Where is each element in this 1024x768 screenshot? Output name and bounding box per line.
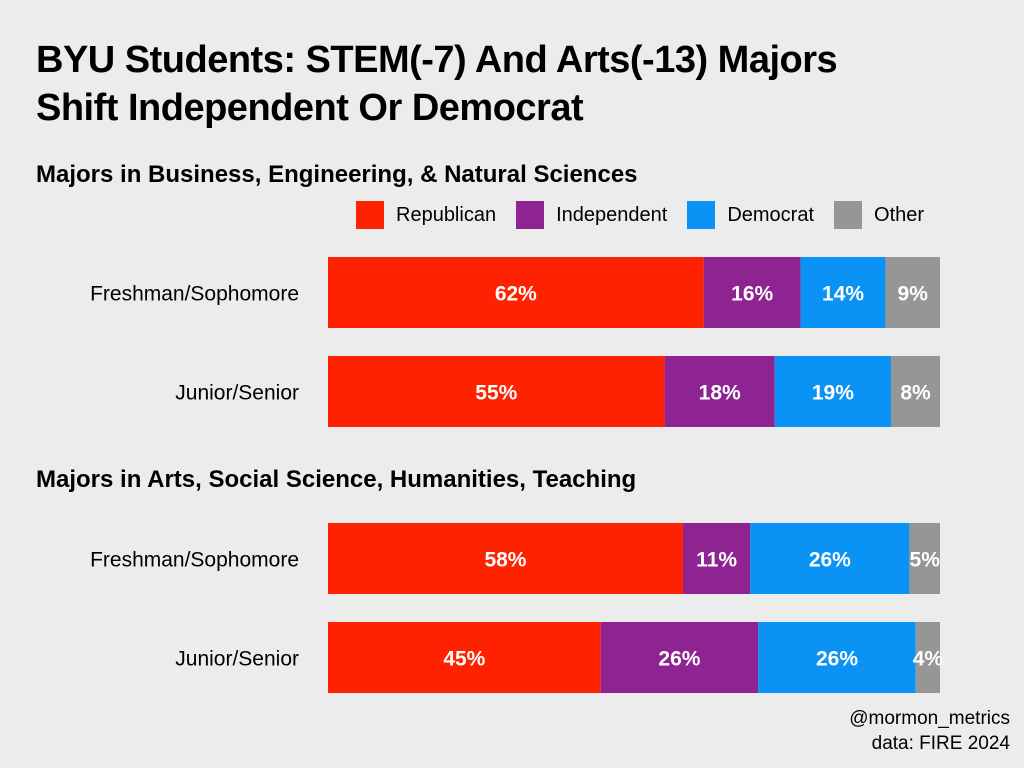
data-label: 11%: [696, 549, 737, 572]
bar-segment-other: [915, 622, 940, 693]
legend-item-democrat: Democrat: [687, 201, 814, 229]
bar-segment-democrat: [758, 622, 916, 693]
bar-segment-independent: [703, 257, 801, 328]
legend-item-republican: Republican: [356, 201, 496, 229]
bar-segment-republican: [328, 356, 665, 427]
legend-item-other: Other: [834, 201, 924, 229]
data-label: 26%: [816, 648, 858, 671]
bar-segment-republican: [328, 523, 683, 594]
data-label: 26%: [809, 549, 851, 572]
legend-swatch-independent: [516, 201, 545, 229]
footer-source: data: FIRE 2024: [871, 733, 1010, 754]
data-label: 26%: [658, 648, 700, 671]
category-label: Junior/Senior: [175, 382, 299, 405]
data-label: 62%: [495, 283, 537, 306]
legend-swatch-other: [834, 201, 863, 229]
panel-2-title: Majors in Arts, Social Science, Humaniti…: [36, 466, 637, 493]
bar-segment-independent: [600, 622, 759, 693]
bar-segment-other: [909, 523, 940, 594]
footer-handle: @mormon_metrics: [849, 708, 1010, 729]
legend-swatch-democrat: [687, 201, 716, 229]
data-label: 4%: [913, 648, 944, 671]
legend-label-independent: Independent: [556, 203, 668, 226]
data-label: 14%: [822, 283, 864, 306]
legend: Republican Independent Democrat Other: [356, 200, 944, 230]
category-label: Freshman/Sophomore: [90, 283, 299, 306]
legend-label-republican: Republican: [396, 203, 497, 226]
data-label: 18%: [699, 382, 741, 405]
data-label: 8%: [900, 382, 931, 405]
data-label: 55%: [475, 382, 517, 405]
bar-segment-democrat: [800, 257, 886, 328]
category-label: Freshman/Sophomore: [90, 549, 299, 572]
bar-segment-independent: [664, 356, 775, 427]
bar-segment-republican: [328, 257, 704, 328]
legend-label-other: Other: [874, 203, 925, 226]
legend-item-independent: Independent: [516, 201, 667, 229]
bar-segment-republican: [328, 622, 601, 693]
data-label: 5%: [910, 549, 941, 572]
data-label: 16%: [731, 283, 773, 306]
chart-title-line-2: Shift Independent Or Democrat: [36, 87, 584, 129]
bar-segment-democrat: [750, 523, 910, 594]
data-label: 19%: [812, 382, 854, 405]
bar-segment-democrat: [774, 356, 892, 427]
legend-swatch-republican: [356, 201, 384, 229]
chart-title: BYU Students: STEM(-7) And Arts(-13) Maj…: [36, 36, 996, 132]
bar-segment-independent: [682, 523, 751, 594]
bar-segment-other: [885, 257, 940, 328]
category-label: Junior/Senior: [175, 648, 299, 671]
data-label: 9%: [898, 283, 929, 306]
chart-title-line-1: BYU Students: STEM(-7) And Arts(-13) Maj…: [36, 39, 838, 81]
legend-label-democrat: Democrat: [727, 203, 815, 226]
panel-1-title: Majors in Business, Engineering, & Natur…: [36, 161, 638, 188]
data-label: 58%: [484, 549, 526, 572]
data-label: 45%: [443, 648, 485, 671]
bar-segment-other: [891, 356, 940, 427]
